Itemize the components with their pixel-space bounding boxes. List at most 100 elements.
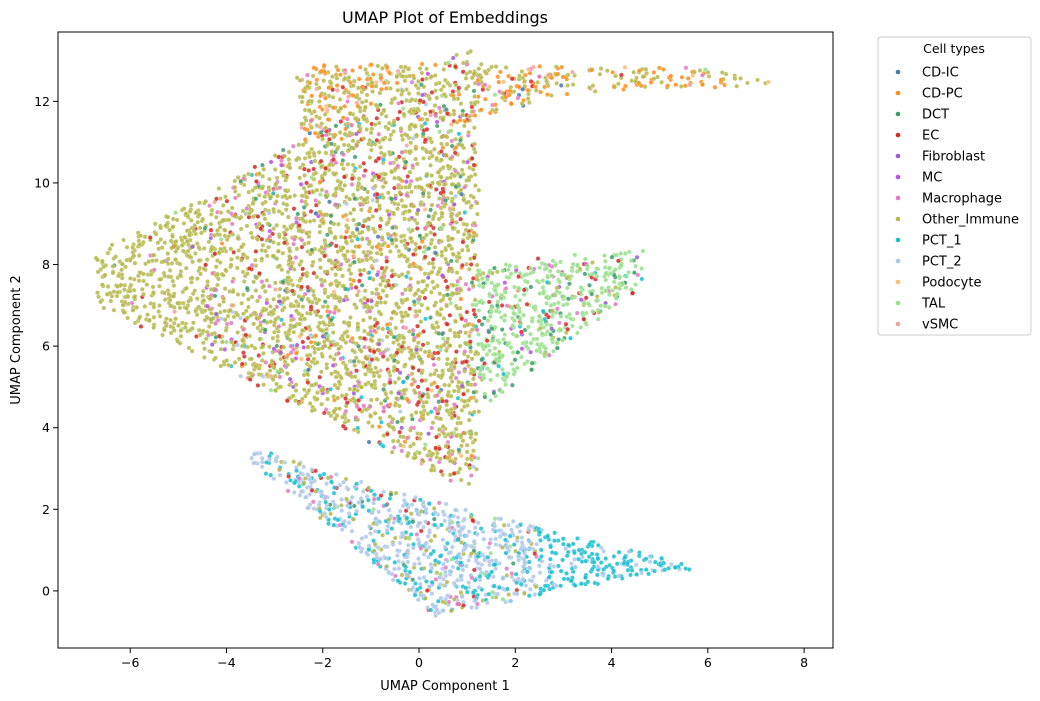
scatter-point: [444, 402, 449, 408]
scatter-point: [232, 185, 238, 190]
scatter-point: [440, 537, 446, 543]
scatter-point: [485, 366, 490, 372]
scatter-point: [515, 303, 521, 308]
scatter-point: [235, 342, 240, 348]
scatter-point: [465, 388, 471, 394]
scatter-point: [321, 220, 326, 226]
scatter-point: [322, 299, 328, 305]
scatter-point: [325, 269, 330, 275]
scatter-point: [256, 353, 262, 358]
scatter-point: [352, 196, 358, 202]
scatter-point: [151, 314, 157, 320]
scatter-point: [141, 278, 146, 284]
scatter-point: [517, 316, 523, 321]
scatter-point: [564, 285, 570, 291]
scatter-point: [422, 349, 428, 355]
scatter-point: [124, 257, 130, 263]
scatter-point: [462, 398, 468, 404]
scatter-point: [626, 270, 631, 275]
scatter-point: [168, 303, 173, 309]
scatter-point: [427, 584, 432, 589]
scatter-point: [612, 267, 618, 272]
scatter-point: [466, 114, 472, 119]
scatter-point: [559, 64, 565, 70]
scatter-point: [519, 346, 525, 352]
scatter-point: [418, 431, 424, 437]
scatter-point: [679, 74, 685, 80]
scatter-point: [296, 294, 302, 299]
scatter-point: [549, 93, 554, 98]
scatter-point: [377, 223, 383, 229]
scatter-point: [499, 315, 504, 320]
scatter-point: [418, 319, 424, 325]
scatter-point: [522, 272, 528, 278]
scatter-point: [396, 305, 402, 310]
scatter-point: [449, 557, 455, 562]
scatter-point: [180, 248, 186, 254]
scatter-point: [431, 265, 437, 270]
scatter-point: [277, 374, 283, 380]
scatter-point: [459, 443, 464, 449]
scatter-point: [359, 229, 365, 235]
scatter-point: [197, 200, 202, 206]
scatter-point: [533, 584, 539, 590]
scatter-point: [302, 89, 308, 94]
scatter-point: [318, 192, 323, 197]
scatter-point: [522, 78, 528, 84]
scatter-point: [561, 541, 566, 547]
scatter-point: [230, 279, 235, 284]
scatter-point: [423, 541, 429, 547]
scatter-point: [734, 83, 740, 89]
scatter-point: [230, 302, 235, 308]
scatter-point: [252, 345, 258, 351]
scatter-point: [322, 95, 328, 101]
scatter-point: [399, 416, 405, 422]
scatter-point: [423, 111, 428, 117]
scatter-point: [432, 146, 437, 152]
scatter-point: [373, 528, 378, 534]
scatter-point: [692, 69, 697, 75]
scatter-point: [351, 145, 356, 151]
scatter-point: [601, 566, 607, 572]
scatter-point: [482, 361, 487, 366]
scatter-point: [529, 578, 535, 584]
scatter-point: [324, 143, 330, 148]
scatter-point: [392, 175, 397, 181]
scatter-point: [198, 271, 203, 277]
scatter-point: [204, 257, 210, 262]
scatter-point: [332, 502, 338, 508]
scatter-point: [148, 301, 154, 306]
scatter-point: [445, 540, 450, 546]
scatter-point: [421, 524, 426, 530]
scatter-point: [253, 185, 258, 190]
scatter-point: [265, 221, 271, 227]
scatter-point: [472, 382, 478, 387]
scatter-point: [165, 214, 171, 220]
scatter-point: [439, 157, 444, 163]
scatter-point: [192, 223, 198, 228]
scatter-point: [560, 557, 565, 563]
scatter-point: [437, 129, 442, 135]
scatter-point: [301, 387, 307, 393]
scatter-point: [280, 307, 285, 313]
scatter-point: [415, 323, 420, 329]
scatter-point: [338, 72, 343, 78]
scatter-point: [559, 272, 565, 277]
scatter-point: [425, 605, 430, 610]
scatter-point: [244, 315, 250, 321]
scatter-point: [422, 207, 428, 212]
scatter-point: [362, 105, 368, 111]
scatter-point: [473, 183, 478, 188]
scatter-point: [193, 209, 199, 215]
scatter-point: [410, 227, 415, 233]
scatter-point: [312, 109, 317, 114]
scatter-point: [415, 511, 421, 517]
scatter-point: [474, 532, 480, 537]
scatter-point: [413, 156, 418, 162]
scatter-point: [361, 267, 367, 273]
scatter-point: [464, 71, 469, 77]
scatter-point: [389, 196, 395, 202]
scatter-point: [343, 294, 349, 299]
scatter-point: [263, 248, 268, 254]
scatter-point: [369, 126, 375, 132]
